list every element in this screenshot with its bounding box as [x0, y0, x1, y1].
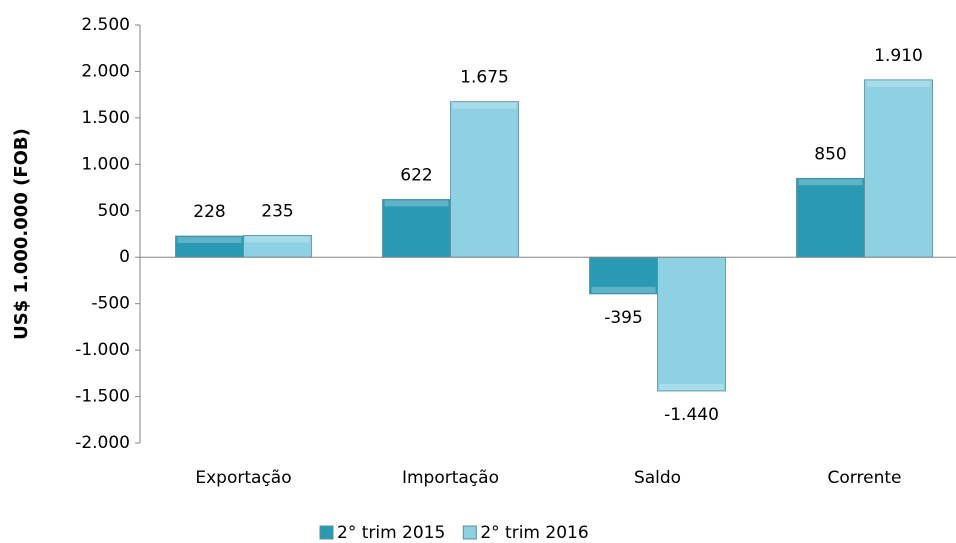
legend-swatch	[319, 525, 334, 540]
bar	[450, 101, 519, 258]
bar-highlight	[177, 237, 242, 244]
value-label: 622	[400, 165, 432, 185]
value-label: 1.910	[874, 46, 923, 66]
x-tick-label: Saldo	[634, 468, 681, 488]
y-tick-label: -1.000	[75, 340, 130, 360]
bar-highlight	[452, 102, 517, 109]
y-tick-label: -1.500	[75, 387, 130, 407]
y-tick-label: 1.500	[81, 108, 130, 128]
x-tick-label: Exportação	[195, 468, 291, 488]
bar	[864, 79, 933, 258]
x-tick-label: Importação	[402, 468, 499, 488]
value-label: 228	[193, 202, 225, 222]
legend-swatch	[462, 525, 477, 540]
bar-highlight	[384, 200, 449, 207]
y-axis-title: US$ 1.000.000 (FOB)	[11, 128, 32, 340]
bar-highlight	[798, 179, 863, 186]
bar-highlight	[591, 286, 656, 293]
bar-highlight	[245, 236, 310, 243]
value-label: -1.440	[664, 405, 719, 425]
bar	[589, 256, 658, 295]
x-tick-label: Corrente	[828, 468, 902, 488]
bar-highlight	[659, 383, 724, 390]
bar	[796, 177, 865, 258]
y-tick-label: 500	[98, 201, 130, 221]
y-tick-label: -2.000	[75, 433, 130, 453]
value-label: 1.675	[460, 68, 509, 88]
bar	[657, 256, 726, 392]
y-tick-label: 0	[119, 247, 130, 267]
legend-label: 2° trim 2016	[480, 523, 588, 543]
value-label: -395	[604, 308, 643, 328]
bar-highlight	[866, 80, 931, 87]
y-tick-label: 2.500	[81, 15, 130, 35]
value-label: 235	[261, 201, 293, 221]
y-tick-label: 1.000	[81, 154, 130, 174]
y-tick-label: -500	[91, 294, 130, 314]
y-tick-label: 2.000	[81, 61, 130, 81]
value-label: 850	[814, 144, 846, 164]
legend-label: 2° trim 2015	[337, 523, 445, 543]
bar	[382, 199, 451, 258]
